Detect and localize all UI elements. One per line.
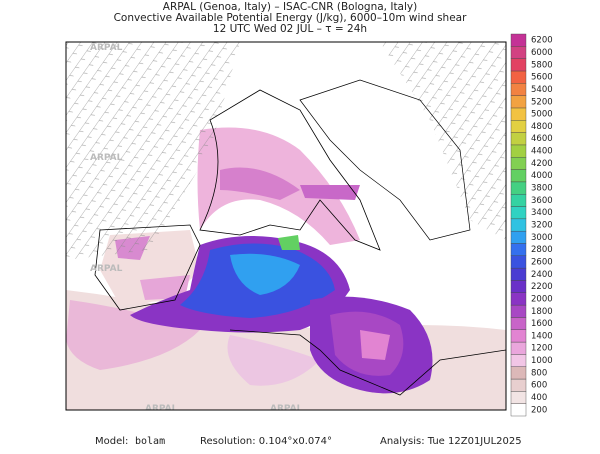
colorbar-swatch xyxy=(510,378,527,392)
header-line: ARPAL (Genoa, Italy) – ISAC-CNR (Bologna… xyxy=(163,1,417,13)
watermark: ARPAL xyxy=(90,43,123,53)
colorbar-swatch xyxy=(510,120,527,133)
colorbar-swatch xyxy=(510,169,527,183)
colorbar-swatch xyxy=(510,83,527,96)
footer-resolution: Resolution: 0.104°x0.074° xyxy=(200,436,332,447)
colorbar-label: 2200 xyxy=(531,282,553,292)
colorbar-swatch xyxy=(510,267,527,281)
colorbar-swatch xyxy=(510,292,527,306)
colorbar-label: 600 xyxy=(531,381,547,391)
colorbar-label: 4800 xyxy=(531,122,553,132)
colorbar-label: 3600 xyxy=(531,196,553,206)
footer-model-label: Model: xyxy=(95,436,128,447)
colorbar-swatch xyxy=(510,58,527,72)
colorbar-swatch xyxy=(510,255,527,269)
colorbar-swatch xyxy=(510,366,527,380)
colorbar-label: 400 xyxy=(531,393,547,403)
colorbar-label: 4000 xyxy=(531,171,553,181)
colorbar-swatch xyxy=(510,181,527,195)
colorbar-swatch xyxy=(510,341,527,355)
colorbar-swatch xyxy=(510,280,527,293)
footer-analysis: Analysis: Tue 12Z01JUL2025 xyxy=(380,436,522,447)
colorbar-label: 4400 xyxy=(531,147,553,157)
map-field: ARPAL ARPAL ARPAL ARPAL ARPAL xyxy=(66,42,506,414)
colorbar-label: 800 xyxy=(531,368,547,378)
colorbar-swatch xyxy=(510,206,527,220)
colorbar-swatch xyxy=(510,70,527,84)
colorbar-swatch xyxy=(510,132,527,146)
map-frame xyxy=(65,41,507,411)
colorbar-label: 3800 xyxy=(531,184,553,194)
colorbar-swatch xyxy=(510,193,527,207)
colorbar-swatch xyxy=(510,304,527,318)
colorbar-swatch xyxy=(510,391,527,404)
colorbar-label: 1800 xyxy=(531,307,553,317)
colorbar-swatch xyxy=(510,33,527,47)
colorbar-swatch xyxy=(510,317,527,330)
colorbar-label: 4200 xyxy=(531,159,553,169)
colorbar-swatch xyxy=(510,230,527,244)
colorbar-label: 5000 xyxy=(531,110,553,120)
colorbar-label: 1200 xyxy=(531,344,553,354)
colorbar-swatch xyxy=(510,218,527,232)
colorbar-label: 6000 xyxy=(531,48,553,58)
colorbar-label: 3000 xyxy=(531,233,553,243)
colorbar-label: 5200 xyxy=(531,97,553,107)
colorbar-label: 3400 xyxy=(531,208,553,218)
colorbar-label: 6200 xyxy=(531,36,553,46)
colorbar-label: 5400 xyxy=(531,85,553,95)
header-line: Convective Available Potential Energy (J… xyxy=(114,12,468,24)
colorbar-swatch xyxy=(510,107,527,121)
colorbar-swatch xyxy=(510,46,527,59)
colorbar-label: 2400 xyxy=(531,270,553,280)
colorbar-label: 3200 xyxy=(531,221,553,231)
colorbar-label: 1600 xyxy=(531,319,553,329)
colorbar-swatch xyxy=(510,95,527,109)
colorbar-label: 2600 xyxy=(531,257,553,267)
colorbar-swatch xyxy=(510,144,527,158)
watermark: ARPAL xyxy=(90,264,123,274)
colorbar-label: 200 xyxy=(531,405,547,415)
colorbar-swatch xyxy=(510,329,527,343)
colorbar-swatch xyxy=(510,403,527,417)
colorbar-swatch xyxy=(510,243,527,257)
colorbar-label: 5800 xyxy=(531,60,553,70)
header-line: 12 UTC Wed 02 JUL – τ = 24h xyxy=(213,23,367,35)
colorbar-swatch xyxy=(510,157,527,170)
watermark: ARPAL xyxy=(90,153,123,163)
colorbar-label: 1400 xyxy=(531,331,553,341)
colorbar-label: 4600 xyxy=(531,134,553,144)
colorbar-label: 5600 xyxy=(531,73,553,83)
colorbar-label: 2800 xyxy=(531,245,553,255)
colorbar-label: 2000 xyxy=(531,294,553,304)
watermark: ARPAL xyxy=(145,404,178,414)
colorbar-label: 1000 xyxy=(531,356,553,366)
colorbar: 200 400 600 800 1000 1200 1400 1600 1800 2000 2200… xyxy=(510,33,553,417)
colorbar-swatch xyxy=(510,354,527,367)
watermark: ARPAL xyxy=(270,404,303,414)
footer-model: bolam xyxy=(135,436,165,447)
